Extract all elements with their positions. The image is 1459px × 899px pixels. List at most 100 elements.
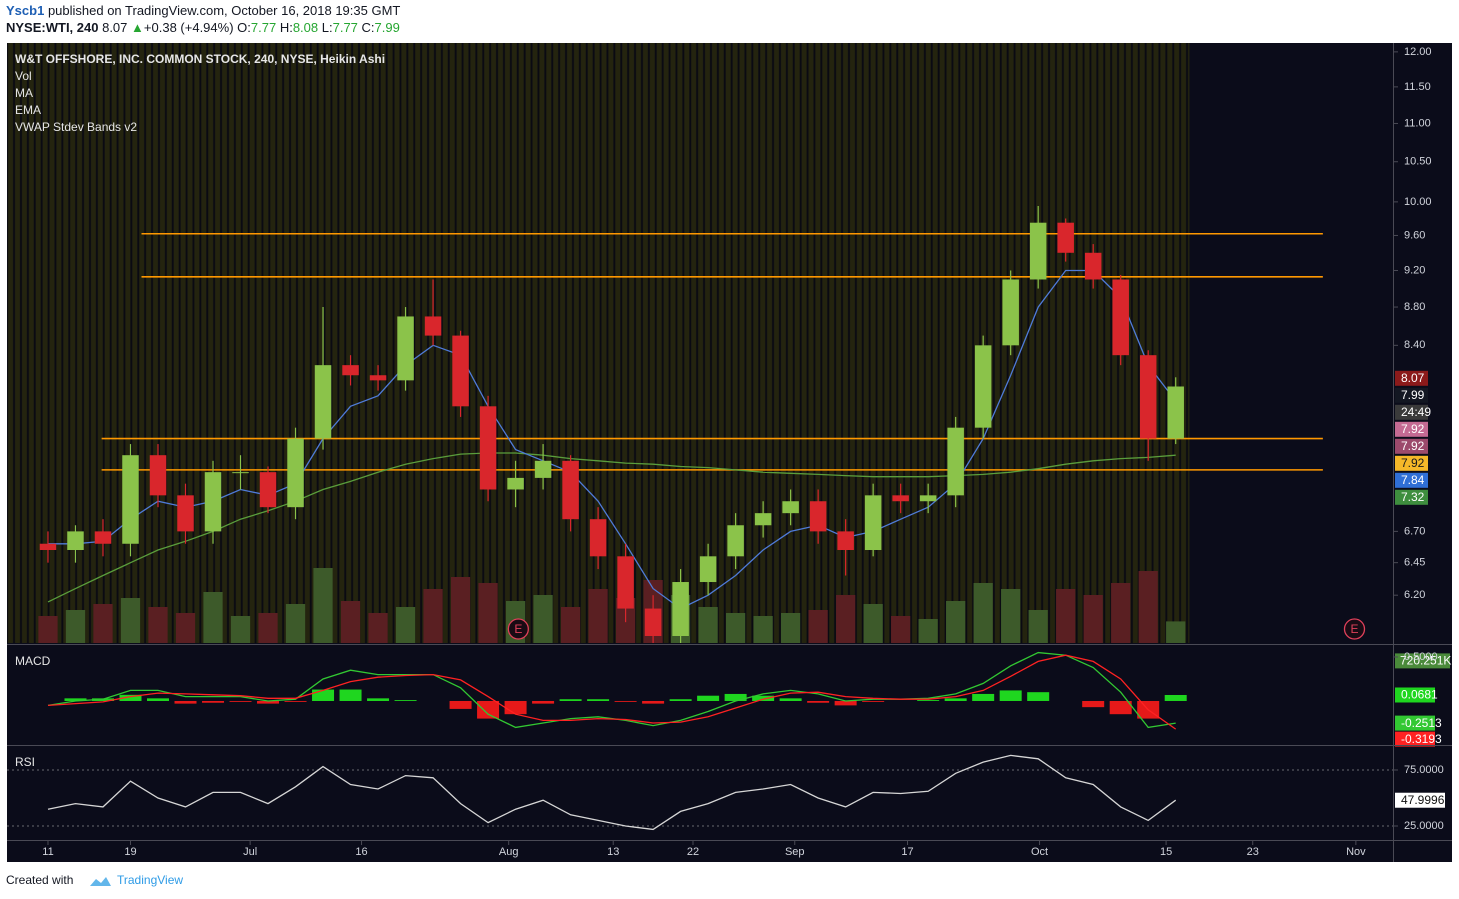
candle-body [699,556,717,583]
histogram-bar [174,700,197,704]
axis-badge [1395,370,1428,386]
ohlc-value: 7.77 [251,20,276,35]
volume-bar [230,616,251,643]
y-tick-label: 9.60 [1404,229,1425,241]
y-tick-label: 10.50 [1404,156,1432,168]
candle-body [809,501,827,532]
candle-body [397,316,414,381]
volume-bar [918,619,938,643]
axis-badge-label: 7.92 [1401,422,1425,436]
axis-badge-label: 7.92 [1401,456,1425,470]
volume-bar [450,577,471,643]
histogram-bar [1164,694,1187,701]
histogram-bar [64,698,87,701]
x-tick-label: 15 [1160,846,1172,858]
histogram-bar [284,700,307,702]
axis-badge [1395,731,1435,747]
histogram-bar [999,690,1022,701]
y-tick-label: 11.50 [1404,81,1431,93]
axis-badge [1395,792,1445,808]
legend-entry: Vol [15,69,32,83]
legend-entry: MA [15,86,33,100]
candle-body [919,495,937,502]
ohlc-key: C: [362,20,375,35]
x-tick-label: Nov [1346,846,1366,858]
histogram-bar [642,700,665,704]
x-tick-label: Aug [499,846,519,858]
candle-body [452,335,469,407]
candle-body [1084,252,1102,280]
histogram-bar [669,699,692,701]
candle-body [782,501,799,514]
candle-body [892,495,909,502]
candle-body [204,472,222,532]
histogram-bar [312,689,335,701]
candle-body [974,345,992,428]
arrow: ▲ [131,20,144,35]
histogram-bar [834,700,857,706]
x-tick-label: 13 [607,846,619,858]
volume-bar [395,607,416,643]
candle-body [39,543,57,551]
volume-bar [946,601,966,643]
volume-bar [423,589,443,643]
volume-bar [891,616,911,643]
candle-body [67,531,84,551]
candle-body [122,455,139,544]
y-tick-label: 8.40 [1404,339,1425,351]
volume-bar [588,589,608,643]
volume-bar [560,607,581,643]
volume-bar [863,604,883,643]
x-tick-label: Jul [243,846,257,858]
axis-badge [1395,421,1428,437]
candle-body [424,316,442,336]
candle-body [1112,279,1129,356]
histogram-bar [559,699,582,701]
chart-layer: 12.00 11.50 11.00 10.50 10.00 9.60 9.20 8.80 8.4… [7,43,1451,858]
volume-bar [120,598,141,643]
y-tick-label: 25.0000 [1404,820,1444,832]
histogram-bar [587,699,610,701]
ohlc-value: 8.08 [293,20,318,35]
candle-body [947,427,964,496]
axis-badge [1395,489,1428,505]
histogram-bar [147,698,170,701]
x-tick-label: Oct [1031,846,1048,858]
histogram-bar [972,693,995,701]
logo[interactable] [90,877,111,886]
ohlc-value: 7.99 [375,20,400,35]
ohlc-value: 7.77 [333,20,358,35]
candle-body [507,477,524,490]
candle-body [837,531,854,551]
volume-bar [808,610,828,643]
earnings-marker [507,618,529,640]
axis-badge [1395,687,1435,703]
author[interactable]: Yscb1 [6,3,44,18]
x-tick-label: 17 [901,846,913,858]
histogram-bar [779,698,802,701]
histogram-bar [917,700,940,701]
volume-bar [368,613,388,643]
y-tick-label: 6.70 [1404,525,1425,537]
axis-badge-label: 7.92 [1401,439,1425,453]
macd-line [47,654,1177,730]
volume-bar [258,613,278,643]
x-tick-label: 23 [1247,846,1259,858]
axis-badge [1395,387,1428,403]
candle-body [1002,279,1019,346]
rsi-line [47,754,1177,831]
axis-badge-label: 720.251K [1400,654,1451,668]
axis-badge-label: -0.3193 [1401,732,1442,746]
x-tick-label: 22 [687,846,699,858]
candle-body [589,519,607,557]
axis-badge [1395,472,1428,488]
histogram-bar [862,700,885,702]
brand[interactable]: TradingView [117,873,183,887]
axis-badge-label: 7.99 [1401,388,1425,402]
indicator-line [48,269,1177,610]
earnings-marker [1343,618,1366,640]
histogram-bar [1109,700,1132,715]
x-tick-label: 19 [124,846,136,858]
histogram-bar [119,694,142,701]
